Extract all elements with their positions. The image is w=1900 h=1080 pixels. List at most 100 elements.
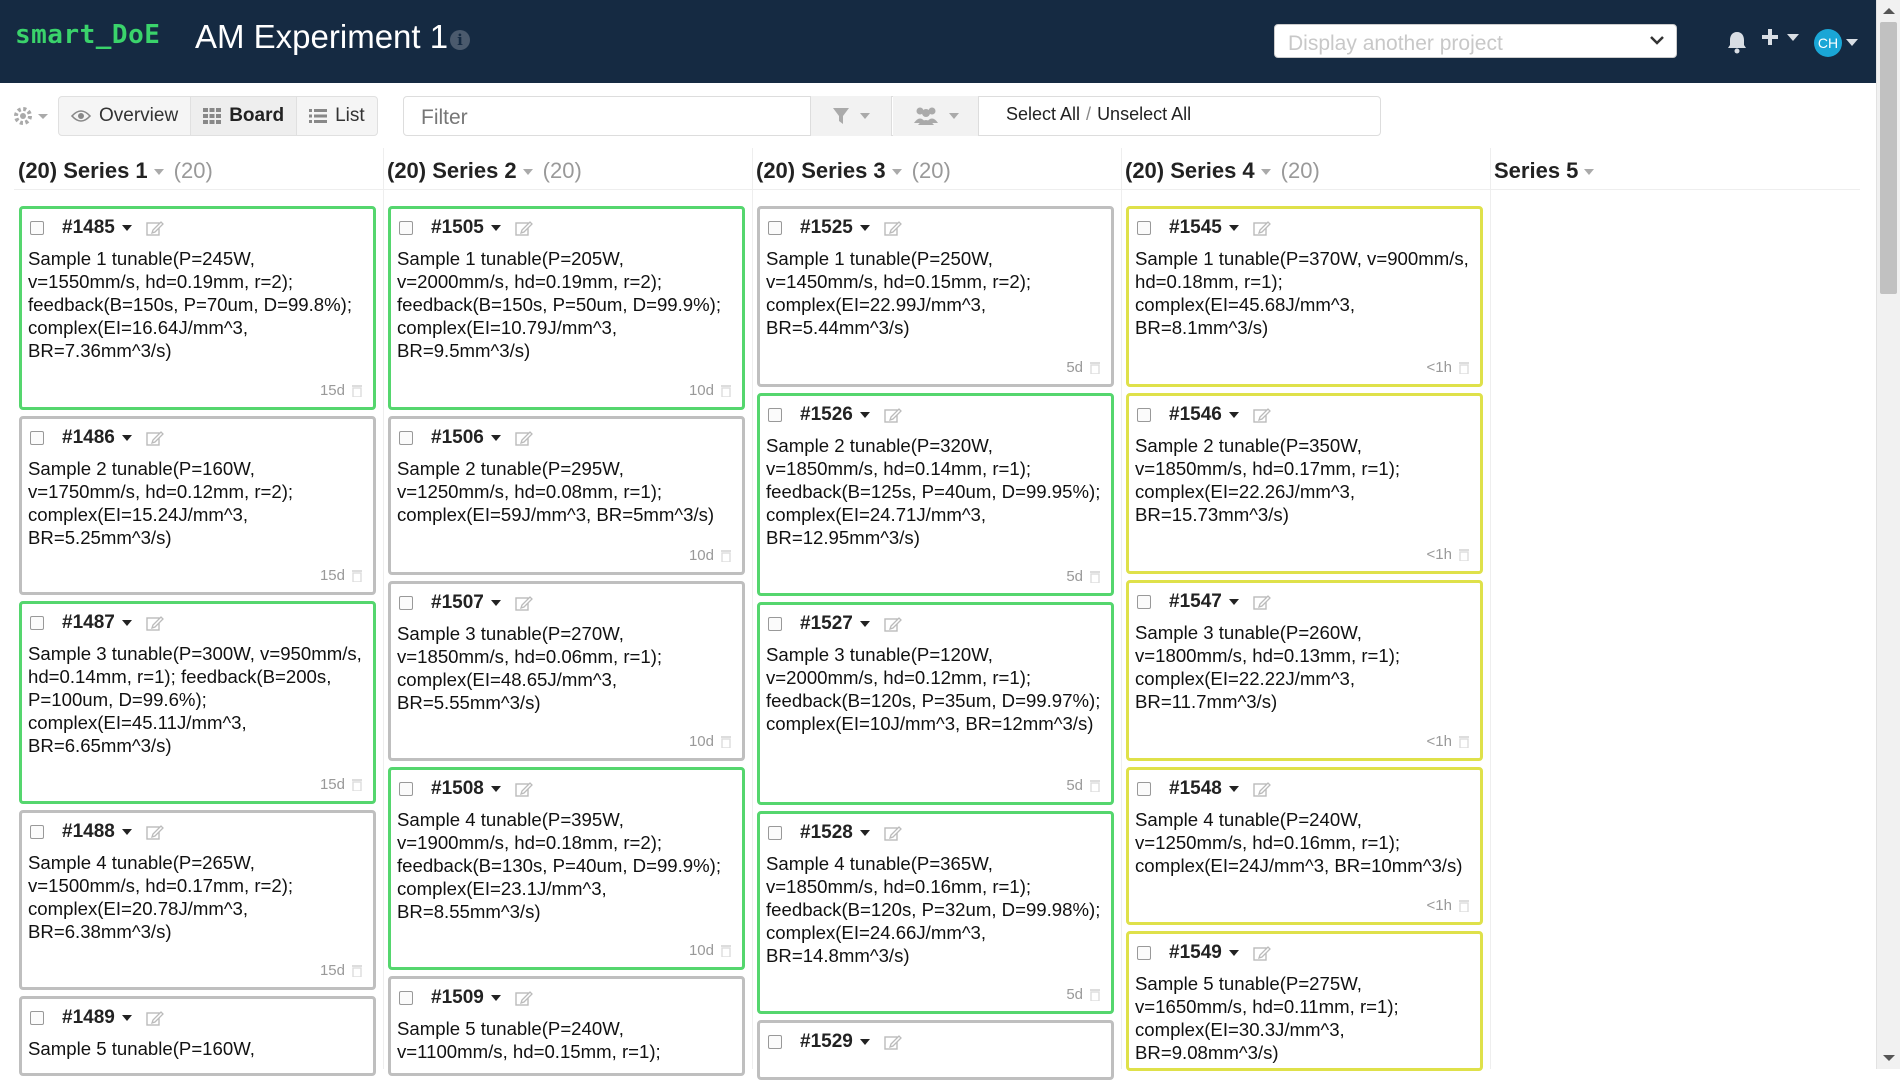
experiment-card[interactable]: #1545 Sample 1 tunable(P=370W, v=900mm/s… — [1126, 206, 1483, 387]
column-menu-caret-icon[interactable] — [153, 169, 164, 176]
edit-icon[interactable] — [146, 220, 164, 236]
edit-icon[interactable] — [884, 1034, 902, 1050]
edit-icon[interactable] — [515, 220, 533, 236]
card-id[interactable]: #1508 — [431, 778, 484, 799]
card-select-checkbox[interactable] — [768, 221, 782, 235]
trash-icon[interactable] — [1459, 899, 1469, 912]
overview-view-button[interactable]: Overview — [59, 97, 192, 135]
edit-icon[interactable] — [515, 990, 533, 1006]
card-id[interactable]: #1525 — [800, 217, 853, 238]
trash-icon[interactable] — [721, 549, 731, 562]
card-menu-caret-icon[interactable] — [121, 435, 132, 441]
experiment-card[interactable]: #1548 Sample 4 tunable(P=240W, v=1250mm/… — [1126, 767, 1483, 925]
scroll-up-arrow-icon[interactable] — [1883, 8, 1895, 14]
card-id[interactable]: #1486 — [62, 427, 115, 448]
experiment-card[interactable]: #1487 Sample 3 tunable(P=300W, v=950mm/s… — [19, 601, 376, 804]
card-menu-caret-icon[interactable] — [490, 225, 501, 231]
trash-icon[interactable] — [352, 384, 362, 397]
trash-icon[interactable] — [1459, 361, 1469, 374]
edit-icon[interactable] — [1253, 945, 1271, 961]
edit-icon[interactable] — [146, 1010, 164, 1026]
card-select-checkbox[interactable] — [1137, 221, 1151, 235]
column-header[interactable]: Series 5 — [1490, 148, 1860, 190]
card-select-checkbox[interactable] — [1137, 408, 1151, 422]
filter-input[interactable]: Filter — [403, 96, 1381, 136]
card-select-checkbox[interactable] — [1137, 782, 1151, 796]
card-menu-caret-icon[interactable] — [490, 995, 501, 1001]
scroll-down-arrow-icon[interactable] — [1883, 1055, 1895, 1061]
card-menu-caret-icon[interactable] — [1228, 412, 1239, 418]
trash-icon[interactable] — [1090, 361, 1100, 374]
card-id[interactable]: #1506 — [431, 427, 484, 448]
experiment-card[interactable]: #1505 Sample 1 tunable(P=205W, v=2000mm/… — [388, 206, 745, 410]
trash-icon[interactable] — [1090, 779, 1100, 792]
trash-icon[interactable] — [721, 384, 731, 397]
experiment-card[interactable]: #1488 Sample 4 tunable(P=265W, v=1500mm/… — [19, 810, 376, 990]
edit-icon[interactable] — [515, 781, 533, 797]
card-id[interactable]: #1489 — [62, 1007, 115, 1028]
card-menu-caret-icon[interactable] — [490, 435, 501, 441]
experiment-card[interactable]: #1486 Sample 2 tunable(P=160W, v=1750mm/… — [19, 416, 376, 595]
card-id[interactable]: #1526 — [800, 404, 853, 425]
add-menu-button[interactable] — [1761, 28, 1800, 46]
card-menu-caret-icon[interactable] — [1228, 950, 1239, 956]
card-id[interactable]: #1528 — [800, 822, 853, 843]
card-menu-caret-icon[interactable] — [121, 620, 132, 626]
edit-icon[interactable] — [884, 825, 902, 841]
edit-icon[interactable] — [146, 824, 164, 840]
edit-icon[interactable] — [515, 595, 533, 611]
card-id[interactable]: #1545 — [1169, 217, 1222, 238]
card-id[interactable]: #1488 — [62, 821, 115, 842]
card-id[interactable]: #1548 — [1169, 778, 1222, 799]
board-view-button[interactable]: Board — [191, 97, 298, 135]
card-menu-caret-icon[interactable] — [1228, 225, 1239, 231]
experiment-card[interactable]: #1528 Sample 4 tunable(P=365W, v=1850mm/… — [757, 811, 1114, 1014]
card-select-checkbox[interactable] — [399, 221, 413, 235]
card-select-checkbox[interactable] — [399, 991, 413, 1005]
trash-icon[interactable] — [352, 964, 362, 977]
edit-icon[interactable] — [515, 430, 533, 446]
card-id[interactable]: #1546 — [1169, 404, 1222, 425]
brand-logo[interactable]: smart_DoE — [15, 20, 161, 50]
trash-icon[interactable] — [1090, 988, 1100, 1001]
list-view-button[interactable]: List — [297, 97, 377, 135]
card-select-checkbox[interactable] — [30, 616, 44, 630]
edit-icon[interactable] — [146, 615, 164, 631]
column-header[interactable]: (20) Series 2 (20) — [383, 148, 752, 190]
card-select-checkbox[interactable] — [30, 431, 44, 445]
card-menu-caret-icon[interactable] — [859, 412, 870, 418]
trash-icon[interactable] — [721, 944, 731, 957]
trash-icon[interactable] — [721, 735, 731, 748]
card-select-checkbox[interactable] — [768, 826, 782, 840]
experiment-card[interactable]: #1546 Sample 2 tunable(P=350W, v=1850mm/… — [1126, 393, 1483, 574]
card-menu-caret-icon[interactable] — [1228, 599, 1239, 605]
experiment-card[interactable]: #1526 Sample 2 tunable(P=320W, v=1850mm/… — [757, 393, 1114, 596]
experiment-card[interactable]: #1508 Sample 4 tunable(P=395W, v=1900mm/… — [388, 767, 745, 970]
card-menu-caret-icon[interactable] — [859, 225, 870, 231]
bell-icon[interactable] — [1726, 30, 1748, 54]
card-menu-caret-icon[interactable] — [490, 786, 501, 792]
card-menu-caret-icon[interactable] — [1228, 786, 1239, 792]
experiment-card[interactable]: #1507 Sample 3 tunable(P=270W, v=1850mm/… — [388, 581, 745, 761]
scrollbar-thumb[interactable] — [1880, 22, 1897, 294]
edit-icon[interactable] — [1253, 781, 1271, 797]
column-menu-caret-icon[interactable] — [522, 169, 533, 176]
card-select-checkbox[interactable] — [1137, 595, 1151, 609]
card-select-checkbox[interactable] — [30, 221, 44, 235]
card-id[interactable]: #1547 — [1169, 591, 1222, 612]
edit-icon[interactable] — [884, 407, 902, 423]
info-icon[interactable]: i — [450, 30, 470, 50]
trash-icon[interactable] — [1090, 570, 1100, 583]
project-select[interactable]: Display another project — [1274, 24, 1677, 58]
card-menu-caret-icon[interactable] — [859, 621, 870, 627]
column-menu-caret-icon[interactable] — [891, 169, 902, 176]
card-menu-caret-icon[interactable] — [859, 830, 870, 836]
unselect-all-link[interactable]: Unselect All — [1097, 104, 1192, 124]
column-header[interactable]: (20) Series 3 (20) — [752, 148, 1121, 190]
user-avatar[interactable]: CH — [1814, 29, 1842, 57]
card-select-checkbox[interactable] — [399, 431, 413, 445]
column-header[interactable]: (20) Series 1 (20) — [14, 148, 383, 190]
trash-icon[interactable] — [1459, 548, 1469, 561]
card-select-checkbox[interactable] — [30, 825, 44, 839]
card-select-checkbox[interactable] — [399, 782, 413, 796]
